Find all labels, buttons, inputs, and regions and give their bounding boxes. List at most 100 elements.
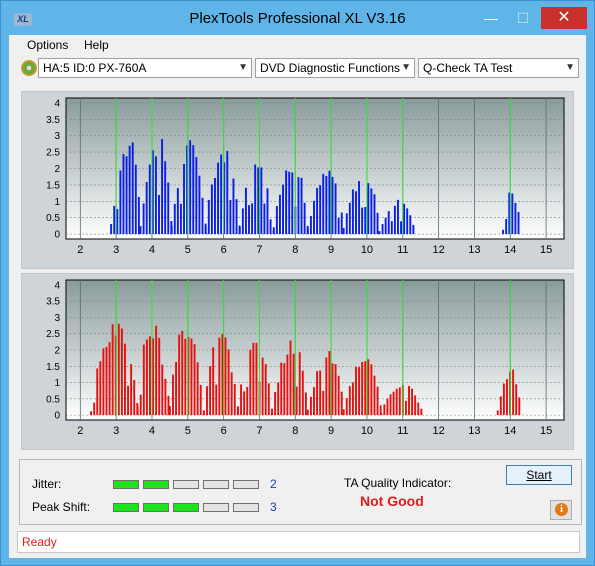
data-bar [411,388,414,416]
data-bar [186,145,189,235]
drive-select[interactable]: HA:5 ID:0 PX-760A ▼ [38,58,252,78]
meter-segment [143,503,169,512]
chevron-down-icon: ▼ [238,62,248,73]
data-bar [387,211,390,235]
info-icon: i [555,503,568,516]
data-bar [355,191,357,235]
data-bar [139,394,142,416]
data-bar [367,183,370,235]
meter-segment [233,503,259,512]
data-bar [164,378,167,416]
data-bar [409,215,412,235]
data-bar [251,203,254,235]
data-bar [370,364,373,416]
data-bar [325,357,328,416]
data-bar [151,150,154,235]
test-select[interactable]: Q-Check TA Test ▼ [418,58,579,78]
data-bar [298,352,301,416]
data-bar [179,203,182,235]
data-bar [261,357,264,416]
data-bar [189,140,192,235]
data-bar [235,199,238,235]
data-bar [358,181,361,235]
data-bar [342,228,345,235]
data-bar [361,207,364,235]
data-bar [137,197,140,235]
data-bar [393,205,396,235]
function-select-value: DVD Diagnostic Functions [260,61,401,75]
data-bar [127,385,130,416]
close-button[interactable]: ✕ [541,7,587,29]
x-tick-label: 2 [77,425,83,437]
data-bar [395,388,398,416]
y-tick-label: 3 [54,131,60,142]
data-bar [392,391,395,416]
start-button-label: Start [526,468,552,482]
x-tick-label: 14 [504,244,516,256]
drive-select-value: HA:5 ID:0 PX-760A [43,61,147,75]
data-bar [397,199,399,235]
data-bar [119,170,122,235]
data-bar [164,161,167,235]
menu-options[interactable]: Options [27,38,69,52]
data-bar [257,167,260,235]
data-bar [313,200,315,235]
peak-shift-value: 3 [270,500,277,514]
x-tick-label: 8 [292,425,298,437]
data-bar [412,224,415,235]
y-tick-label: 2 [54,164,60,175]
title-bar[interactable]: XL PlexTools Professional XL V3.16 — ☐ ✕ [1,1,594,35]
data-bar [340,212,343,235]
disc-drive-icon [21,60,37,76]
y-tick-label: 1 [54,378,60,389]
data-bar [275,206,278,235]
meter-segment [173,503,199,512]
minimize-button[interactable]: — [484,10,498,26]
data-bar [351,189,354,235]
function-select[interactable]: DVD Diagnostic Functions ▼ [255,58,415,78]
data-bar [202,411,205,416]
meter-segment [203,480,229,489]
y-tick-label: 2.5 [46,148,60,159]
data-bar [316,371,319,416]
jitter-label: Jitter: [32,477,62,491]
y-tick-label: 4 [54,98,60,109]
data-bar [502,229,505,235]
meter-segment [233,480,259,489]
data-bar [210,184,213,235]
data-bar [512,369,515,416]
menu-help[interactable]: Help [84,38,109,52]
ta-quality-label: TA Quality Indicator: [344,476,452,490]
data-bar [161,364,164,416]
data-bar [172,374,174,416]
data-bar [221,333,224,416]
data-bar [288,171,291,235]
data-bar [389,394,392,416]
start-button[interactable]: Start [506,465,572,485]
app-logo-icon: XL [14,13,32,26]
data-bar [280,362,283,416]
data-bar [241,208,244,235]
data-bar [271,408,273,416]
info-button[interactable]: i [550,500,572,520]
data-bar [229,200,232,235]
x-tick-label: 13 [468,425,480,437]
data-bar [511,193,514,235]
data-bar [414,395,417,416]
data-bar [226,150,229,235]
chart-top-svg: 2 3 4 5 6 7 8 9 10 11 12 13 14 15 0 0.5 1 1.5 2 2.5 3 3.5 4 [46,97,565,256]
y-tick-label: 0.5 [46,213,60,224]
data-bar [176,188,179,235]
data-bar [158,337,161,416]
data-bar [96,368,99,416]
data-bar [505,218,508,235]
y-tick-label: 0 [54,411,60,422]
data-bar [295,386,298,416]
data-bar [518,397,521,416]
data-bar [227,349,230,416]
data-bar [289,340,292,416]
data-bar [196,362,199,416]
data-bar [378,231,381,235]
maximize-button[interactable]: ☐ [516,10,530,26]
